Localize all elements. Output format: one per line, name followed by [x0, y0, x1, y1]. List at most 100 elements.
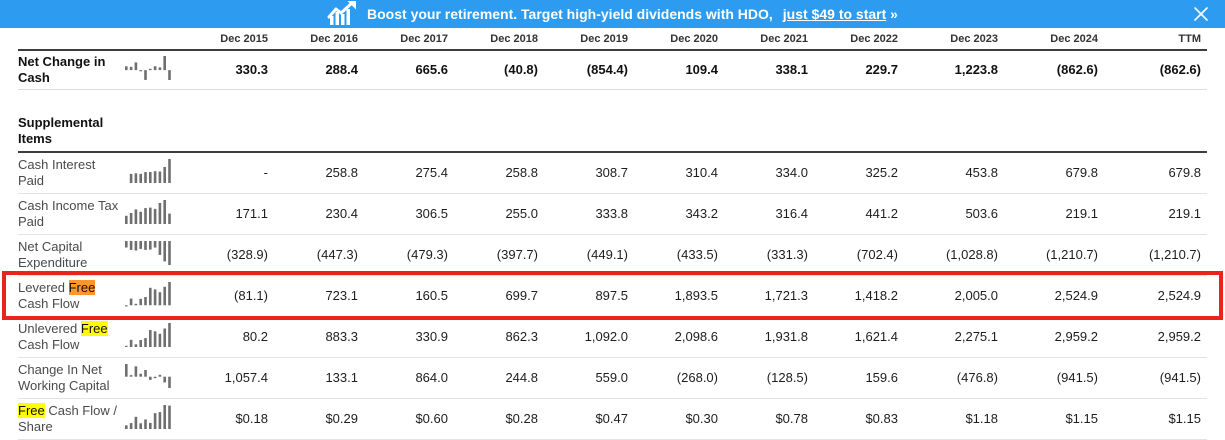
cash-interest-paid-value-dec-2024: 679.8 — [1065, 165, 1098, 181]
free-cash-flow-per-share-value-ttm: $1.15 — [1168, 411, 1201, 426]
ad-banner[interactable]: Boost your retirement. Target high-yield… — [0, 0, 1225, 28]
net-change-in-cash-value-dec-2018: (40.8) — [504, 62, 538, 78]
banner-offer-arrow: » — [886, 6, 898, 22]
free-cash-flow-per-share-value-dec-2018: $0.28 — [505, 411, 538, 426]
col-header-dec-2015: Dec 2015 — [220, 32, 268, 45]
levered-free-cash-flow-value-ttm: 2,524.9 — [1157, 288, 1201, 303]
label-text: Change In Net Working Capital — [18, 361, 110, 393]
change-in-net-working-capital-value-dec-2021: (128.5) — [766, 370, 808, 385]
cash-interest-paid-row: Cash Interest Paid - 258.8 275.4 258.8 308.7 3… — [18, 152, 1207, 193]
sparkline-column-header — [124, 28, 184, 50]
spacer-row — [18, 89, 1207, 110]
section-header-supplemental-items: Supplemental Items — [18, 114, 104, 146]
unlevered-free-cash-flow-value-dec-2023: 2,275.1 — [954, 329, 998, 344]
col-header-dec-2024: Dec 2024 — [1050, 32, 1098, 45]
change-in-net-working-capital-value-dec-2022: 159.6 — [865, 370, 898, 385]
banner-message: Boost your retirement. Target high-yield… — [367, 6, 773, 22]
cash-interest-paid-value-dec-2021: 334.0 — [775, 165, 808, 181]
net-change-in-cash-row: Net Change in Cash 330.3 288.4 665.6 (40.8) (… — [18, 50, 1207, 89]
banner-offer-link[interactable]: just $49 to start » — [783, 6, 898, 22]
change-in-net-working-capital-value-dec-2016: 133.1 — [325, 370, 358, 385]
label-text: Cash Flow — [18, 295, 80, 311]
label-text: Net Change in Cash — [18, 53, 106, 85]
change-in-net-working-capital-value-dec-2017: 864.0 — [415, 370, 448, 385]
cash-income-tax-paid-value-dec-2018: 255.0 — [505, 206, 538, 221]
free-cash-flow-per-share-row: Free Cash Flow / Share $0.18 $0.29 $0.60 $0.… — [18, 398, 1207, 439]
cash-interest-paid-label: Cash Interest Paid — [18, 152, 124, 193]
label-text: Net Capital Expenditure — [18, 238, 88, 270]
unlevered-free-cash-flow-value-dec-2016: 883.3 — [325, 329, 358, 344]
col-header-dec-2016: Dec 2016 — [310, 32, 358, 45]
change-in-net-working-capital-value-dec-2018: 244.8 — [505, 370, 538, 385]
free-cash-flow-per-share-value-dec-2022: $0.83 — [865, 411, 898, 426]
col-header-dec-2023: Dec 2023 — [950, 32, 998, 45]
col-header-dec-2019: Dec 2019 — [580, 32, 628, 45]
net-change-in-cash-value-dec-2017: 665.6 — [415, 62, 448, 78]
net-capital-expenditure-value-dec-2017: (479.3) — [406, 247, 448, 262]
free-cash-flow-per-share-value-dec-2023: $1.18 — [965, 411, 998, 426]
col-header-dec-2021: Dec 2021 — [760, 32, 808, 45]
net-change-in-cash-value-dec-2024: (862.6) — [1056, 62, 1098, 78]
cash-interest-paid-value-dec-2015: - — [263, 165, 268, 181]
free-cash-flow-per-share-value-dec-2015: $0.18 — [235, 411, 268, 426]
net-capital-expenditure-value-dec-2023: (1,028.8) — [945, 247, 998, 262]
financials-table: Dec 2015 Dec 2016 Dec 2017 Dec 2018 Dec 2019… — [18, 28, 1207, 440]
free-cash-flow-per-share-value-dec-2020: $0.30 — [685, 411, 718, 426]
unlevered-free-cash-flow-row: Unlevered Free Cash Flow 80.2 883.3 330.9 86… — [18, 316, 1207, 357]
levered-free-cash-flow-value-dec-2018: 699.7 — [505, 288, 538, 303]
cash-income-tax-paid-value-dec-2015: 171.1 — [235, 206, 268, 221]
net-change-in-cash-value-dec-2023: 1,223.8 — [954, 62, 998, 78]
col-header-dec-2018: Dec 2018 — [490, 32, 538, 45]
cash-interest-paid-value-dec-2017: 275.4 — [415, 165, 448, 181]
unlevered-free-cash-flow-value-dec-2019: 1,092.0 — [584, 329, 628, 344]
change-in-net-working-capital-label: Change In Net Working Capital — [18, 357, 124, 398]
levered-free-cash-flow-value-dec-2016: 723.1 — [325, 288, 358, 303]
free-cash-flow-per-share-value-dec-2021: $0.78 — [775, 411, 808, 426]
label-text: Cash Flow — [18, 336, 80, 352]
close-icon — [1194, 7, 1208, 21]
unlevered-free-cash-flow-value-dec-2022: 1,621.4 — [854, 329, 898, 344]
cash-income-tax-paid-value-dec-2020: 343.2 — [685, 206, 718, 221]
change-in-net-working-capital-value-dec-2019: 559.0 — [595, 370, 628, 385]
change-in-net-working-capital-value-dec-2024: (941.5) — [1056, 370, 1098, 385]
section-gap — [18, 89, 1207, 110]
unlevered-free-cash-flow-value-dec-2020: 2,098.6 — [674, 329, 718, 344]
net-change-in-cash-value-dec-2020: 109.4 — [685, 62, 718, 78]
net-change-in-cash-label: Net Change in Cash — [18, 50, 124, 89]
net-change-in-cash-value-dec-2022: 229.7 — [865, 62, 898, 78]
cash-income-tax-paid-row: Cash Income Tax Paid 171.1 230.4 306.5 255.0… — [18, 193, 1207, 234]
sparkline-bar-chart-icon — [125, 241, 171, 265]
change-in-net-working-capital-value-ttm: (941.5) — [1159, 370, 1201, 385]
net-change-in-cash-value-dec-2021: 338.1 — [775, 62, 808, 78]
levered-free-cash-flow-value-dec-2015: (81.1) — [234, 288, 268, 303]
net-change-in-cash-value-ttm: (862.6) — [1159, 62, 1201, 78]
net-change-in-cash-value-dec-2015: 330.3 — [235, 62, 268, 78]
levered-free-cash-flow-value-dec-2024: 2,524.9 — [1054, 288, 1098, 303]
free-cash-flow-per-share-value-dec-2017: $0.60 — [415, 411, 448, 426]
cash-income-tax-paid-value-dec-2017: 306.5 — [415, 206, 448, 221]
sparkline-bar-chart-icon — [125, 364, 171, 388]
cash-income-tax-paid-value-dec-2021: 316.4 — [775, 206, 808, 221]
cash-income-tax-paid-sparkline — [124, 193, 184, 234]
column-header-row: Dec 2015 Dec 2016 Dec 2017 Dec 2018 Dec 2019… — [18, 28, 1207, 50]
free-cash-flow-per-share-value-dec-2024: $1.15 — [1065, 411, 1098, 426]
cash-income-tax-paid-label: Cash Income Tax Paid — [18, 193, 124, 234]
free-cash-flow-per-share-label: Free Cash Flow / Share — [18, 398, 124, 439]
label-text: Cash Interest Paid — [18, 156, 96, 188]
change-in-net-working-capital-value-dec-2023: (476.8) — [956, 370, 998, 385]
cash-interest-paid-value-dec-2023: 453.8 — [965, 165, 998, 181]
banner-close-button[interactable] — [1191, 4, 1211, 24]
cash-interest-paid-value-dec-2020: 310.4 — [685, 165, 718, 181]
net-capital-expenditure-label: Net Capital Expenditure — [18, 234, 124, 275]
levered-free-cash-flow-label: Levered Free Cash Flow — [18, 275, 124, 316]
cash-income-tax-paid-value-dec-2023: 503.6 — [965, 206, 998, 221]
net-change-in-cash-value-dec-2019: (854.4) — [586, 62, 628, 78]
unlevered-free-cash-flow-value-dec-2024: 2,959.2 — [1054, 329, 1098, 344]
cash-interest-paid-value-dec-2022: 325.2 — [865, 165, 898, 181]
change-in-net-working-capital-row: Change In Net Working Capital 1,057.4 133.… — [18, 357, 1207, 398]
sparkline-bar-chart-icon — [125, 323, 171, 347]
cash-interest-paid-sparkline — [124, 152, 184, 193]
sparkline-bar-chart-icon — [129, 159, 171, 184]
net-change-in-cash-value-dec-2016: 288.4 — [325, 62, 358, 78]
unlevered-free-cash-flow-sparkline — [124, 316, 184, 357]
